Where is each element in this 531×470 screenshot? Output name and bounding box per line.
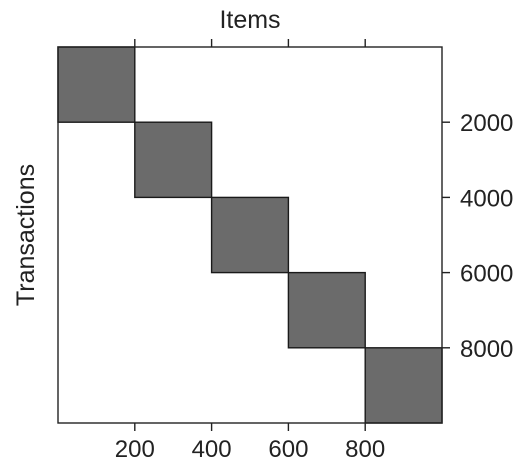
block-1 — [57, 46, 136, 123]
x-tick-label-200: 200 — [115, 436, 155, 463]
y-tick-label-6000: 6000 — [460, 261, 513, 288]
plot-frame — [57, 46, 443, 424]
block-3 — [210, 196, 290, 274]
ticks-layer: 200 400 600 800 2000 4000 6000 8000 — [115, 39, 513, 463]
block-5 — [364, 347, 443, 424]
y-axis-title: Transactions — [12, 164, 40, 306]
x-tick-label-800: 800 — [345, 436, 385, 463]
y-tick-label-2000: 2000 — [460, 110, 513, 137]
x-tick-label-600: 600 — [268, 436, 308, 463]
x-tick-label-400: 400 — [192, 436, 232, 463]
block-4 — [287, 271, 366, 349]
block-2 — [134, 121, 213, 199]
y-tick-label-8000: 8000 — [460, 336, 513, 363]
x-axis-title: Items — [219, 6, 280, 34]
y-tick-label-4000: 4000 — [460, 185, 513, 212]
blocks-layer — [57, 46, 443, 424]
